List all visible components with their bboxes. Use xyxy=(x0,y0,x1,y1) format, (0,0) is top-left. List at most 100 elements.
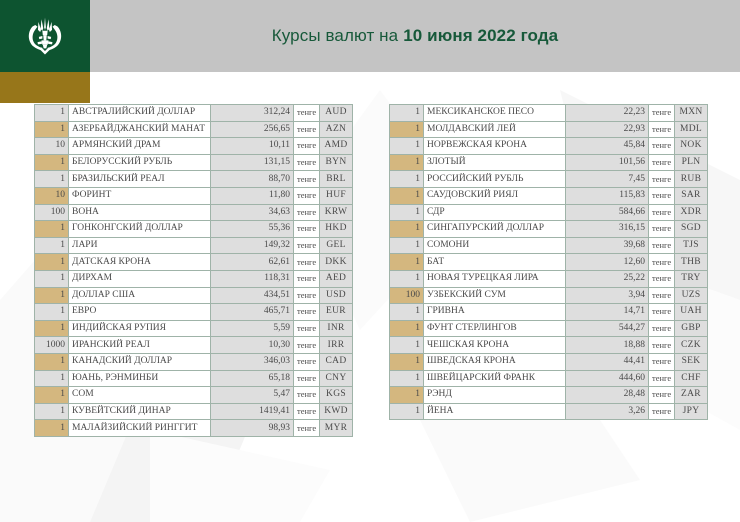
table-row: 10 АРМЯНСКИЙ ДРАМ 10,11 тенге AMD xyxy=(34,137,353,155)
cell-quantity: 1 xyxy=(34,352,69,371)
cell-quantity: 1 xyxy=(389,336,424,354)
cell-rate: 5,59 xyxy=(210,319,294,338)
cell-unit: тенге xyxy=(293,236,320,255)
cell-rate: 62,61 xyxy=(210,253,294,271)
cell-quantity: 1000 xyxy=(34,336,69,354)
table-row: 1 ДАТСКАЯ КРОНА 62,61 тенге DKK xyxy=(34,253,353,271)
cell-currency-name: БРАЗИЛЬСКИЙ РЕАЛ xyxy=(68,170,211,188)
cell-quantity: 1 xyxy=(34,253,69,271)
cell-currency-code: TJS xyxy=(674,236,708,255)
cell-unit: тенге xyxy=(293,170,320,188)
cell-currency-name: ШВЕЙЦАРСКИЙ ФРАНК xyxy=(423,369,566,388)
cell-quantity: 1 xyxy=(34,153,69,172)
cell-unit: тенге xyxy=(293,104,320,122)
cell-currency-code: BYN xyxy=(319,153,353,172)
cell-unit: тенге xyxy=(293,352,320,371)
cell-rate: 12,60 xyxy=(565,253,649,271)
cell-unit: тенге xyxy=(648,203,675,222)
cell-quantity: 1 xyxy=(389,386,424,404)
cell-rate: 465,71 xyxy=(210,303,294,321)
cell-currency-code: SGD xyxy=(674,220,708,238)
table-row: 1 САУДОВСКИЙ РИЯЛ 115,83 тенге SAR xyxy=(389,186,708,205)
cell-rate: 131,15 xyxy=(210,153,294,172)
table-row: 1 ЛАРИ 149,32 тенге GEL xyxy=(34,236,353,255)
cell-currency-code: GBP xyxy=(674,319,708,338)
cell-rate: 149,32 xyxy=(210,236,294,255)
cell-currency-code: INR xyxy=(319,319,353,338)
cell-currency-code: CAD xyxy=(319,352,353,371)
table-row: 1 БЕЛОРУССКИЙ РУБЛЬ 131,15 тенге BYN xyxy=(34,153,353,172)
cell-quantity: 1 xyxy=(389,236,424,255)
cell-quantity: 1 xyxy=(34,120,69,139)
cell-rate: 25,22 xyxy=(565,269,649,288)
page-header: Курсы валют на 10 июня 2022 года xyxy=(0,0,740,72)
cell-rate: 5,47 xyxy=(210,386,294,404)
cell-quantity: 1 xyxy=(34,220,69,238)
cell-currency-code: THB xyxy=(674,253,708,271)
cell-currency-code: DKK xyxy=(319,253,353,271)
cell-unit: тенге xyxy=(648,153,675,172)
page-title-prefix: Курсы валют на xyxy=(271,26,399,45)
cell-currency-code: GEL xyxy=(319,236,353,255)
table-row: 1 АВСТРАЛИЙСКИЙ ДОЛЛАР 312,24 тенге AUD xyxy=(34,104,353,122)
table-row: 1 СОМ 5,47 тенге KGS xyxy=(34,386,353,404)
table-row: 1 ЗЛОТЫЙ 101,56 тенге PLN xyxy=(389,153,708,172)
cell-currency-name: ЧЕШСКАЯ КРОНА xyxy=(423,336,566,354)
cell-currency-code: AED xyxy=(319,269,353,288)
cell-currency-name: ЙЕНА xyxy=(423,402,566,421)
cell-quantity: 1 xyxy=(34,170,69,188)
table-row: 1 СОМОНИ 39,68 тенге TJS xyxy=(389,236,708,255)
header-gold-bar xyxy=(0,72,90,103)
cell-rate: 22,93 xyxy=(565,120,649,139)
table-row: 1 СИНГАПУРСКИЙ ДОЛЛАР 316,15 тенге SGD xyxy=(389,220,708,238)
cell-currency-name: ЛАРИ xyxy=(68,236,211,255)
cell-currency-code: KRW xyxy=(319,203,353,222)
cell-quantity: 1 xyxy=(34,369,69,388)
cell-quantity: 10 xyxy=(34,137,69,155)
cell-currency-code: CZK xyxy=(674,336,708,354)
table-row: 1 БРАЗИЛЬСКИЙ РЕАЛ 88,70 тенге BRL xyxy=(34,170,353,188)
cell-unit: тенге xyxy=(293,120,320,139)
cell-unit: тенге xyxy=(293,386,320,404)
cell-currency-name: ФОРИНТ xyxy=(68,186,211,205)
cell-currency-name: АРМЯНСКИЙ ДРАМ xyxy=(68,137,211,155)
cell-currency-name: КАНАДСКИЙ ДОЛЛАР xyxy=(68,352,211,371)
cell-quantity: 1 xyxy=(389,104,424,122)
cell-currency-name: РОССИЙСКИЙ РУБЛЬ xyxy=(423,170,566,188)
cell-unit: тенге xyxy=(293,220,320,238)
cell-unit: тенге xyxy=(293,203,320,222)
cell-currency-name: АЗЕРБАЙДЖАНСКИЙ МАНАТ xyxy=(68,120,211,139)
cell-quantity: 1 xyxy=(389,269,424,288)
cell-rate: 115,83 xyxy=(565,186,649,205)
cell-currency-name: МАЛАЙЗИЙСКИЙ РИНГГИТ xyxy=(68,419,211,437)
cell-unit: тенге xyxy=(648,104,675,122)
cell-rate: 101,56 xyxy=(565,153,649,172)
cell-unit: тенге xyxy=(648,220,675,238)
cell-currency-code: AUD xyxy=(319,104,353,122)
table-row: 1 АЗЕРБАЙДЖАНСКИЙ МАНАТ 256,65 тенге AZN xyxy=(34,120,353,139)
cell-currency-code: UZS xyxy=(674,286,708,305)
table-row: 1 ДИРХАМ 118,31 тенге AED xyxy=(34,269,353,288)
cell-unit: тенге xyxy=(293,402,320,421)
cell-rate: 312,24 xyxy=(210,104,294,122)
cell-currency-code: EUR xyxy=(319,303,353,321)
cell-rate: 3,94 xyxy=(565,286,649,305)
cell-currency-code: AZN xyxy=(319,120,353,139)
cell-currency-name: СДР xyxy=(423,203,566,222)
cell-rate: 7,45 xyxy=(565,170,649,188)
cell-currency-code: MXN xyxy=(674,104,708,122)
cell-unit: тенге xyxy=(293,303,320,321)
cell-currency-name: СИНГАПУРСКИЙ ДОЛЛАР xyxy=(423,220,566,238)
cell-rate: 10,30 xyxy=(210,336,294,354)
cell-currency-name: ЗЛОТЫЙ xyxy=(423,153,566,172)
national-emblem-icon xyxy=(28,17,62,55)
cell-currency-name: ВОНА xyxy=(68,203,211,222)
cell-currency-name: КУВЕЙТСКИЙ ДИНАР xyxy=(68,402,211,421)
currency-table-right-body: 1 МЕКСИКАНСКОЕ ПЕСО 22,23 тенге MXN 1 МОЛДАВСК… xyxy=(389,104,708,421)
cell-currency-name: ДОЛЛАР США xyxy=(68,286,211,305)
table-row: 10 ФОРИНТ 11,80 тенге HUF xyxy=(34,186,353,205)
cell-rate: 45,84 xyxy=(565,137,649,155)
page-title-date: 10 июня 2022 года xyxy=(403,26,559,45)
cell-quantity: 1 xyxy=(389,352,424,371)
table-row: 1 МОЛДАВСКИЙ ЛЕЙ 22,93 тенге MDL xyxy=(389,120,708,139)
